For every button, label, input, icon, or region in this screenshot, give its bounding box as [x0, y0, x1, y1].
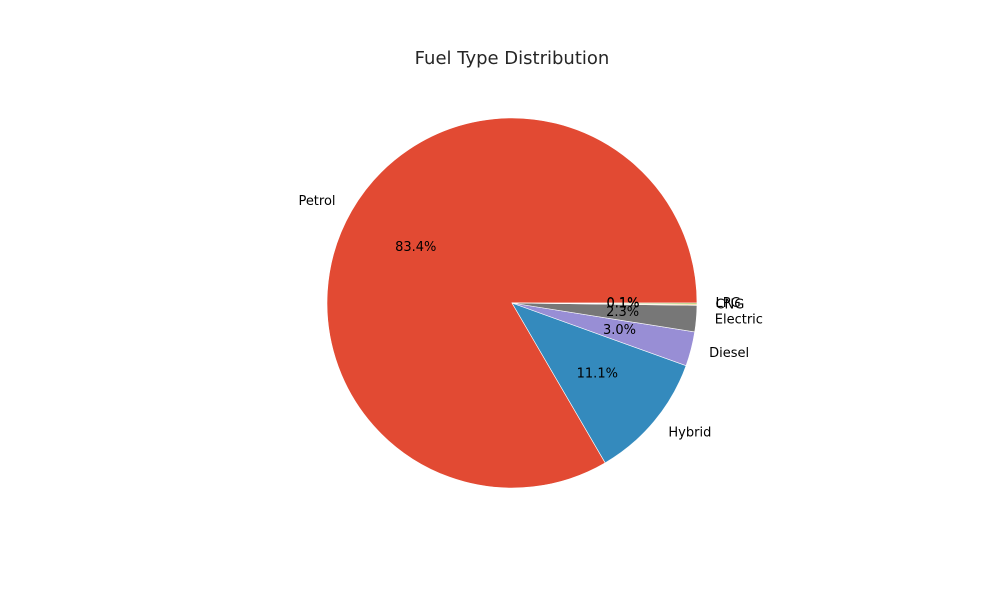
slice-label-lpg: LPG: [715, 296, 740, 311]
slice-pct-diesel: 3.0%: [603, 323, 636, 338]
pie-slice-lpg: [511, 302, 698, 305]
pie-slices: [326, 117, 698, 489]
slice-label-petrol: Petrol: [298, 194, 335, 209]
slice-label-hybrid: Hybrid: [668, 426, 711, 441]
slice-pct-petrol: 83.4%: [395, 240, 436, 255]
slice-pct-lpg: 0.1%: [606, 296, 639, 311]
pie-slice-hybrid: [511, 302, 687, 464]
slice-pct-cng: 0.1%: [606, 297, 639, 312]
chart-title: Fuel Type Distribution: [415, 48, 610, 69]
slice-label-cng: CNG: [715, 297, 744, 312]
slice-pct-hybrid: 11.1%: [577, 367, 618, 382]
slice-label-electric: Electric: [715, 313, 763, 328]
slice-label-diesel: Diesel: [709, 346, 749, 361]
pie-labels: Petrol 83.4% Hybrid 11.1% Diesel 3.0% Electric…: [298, 194, 763, 441]
slice-pct-electric: 2.3%: [606, 305, 639, 320]
